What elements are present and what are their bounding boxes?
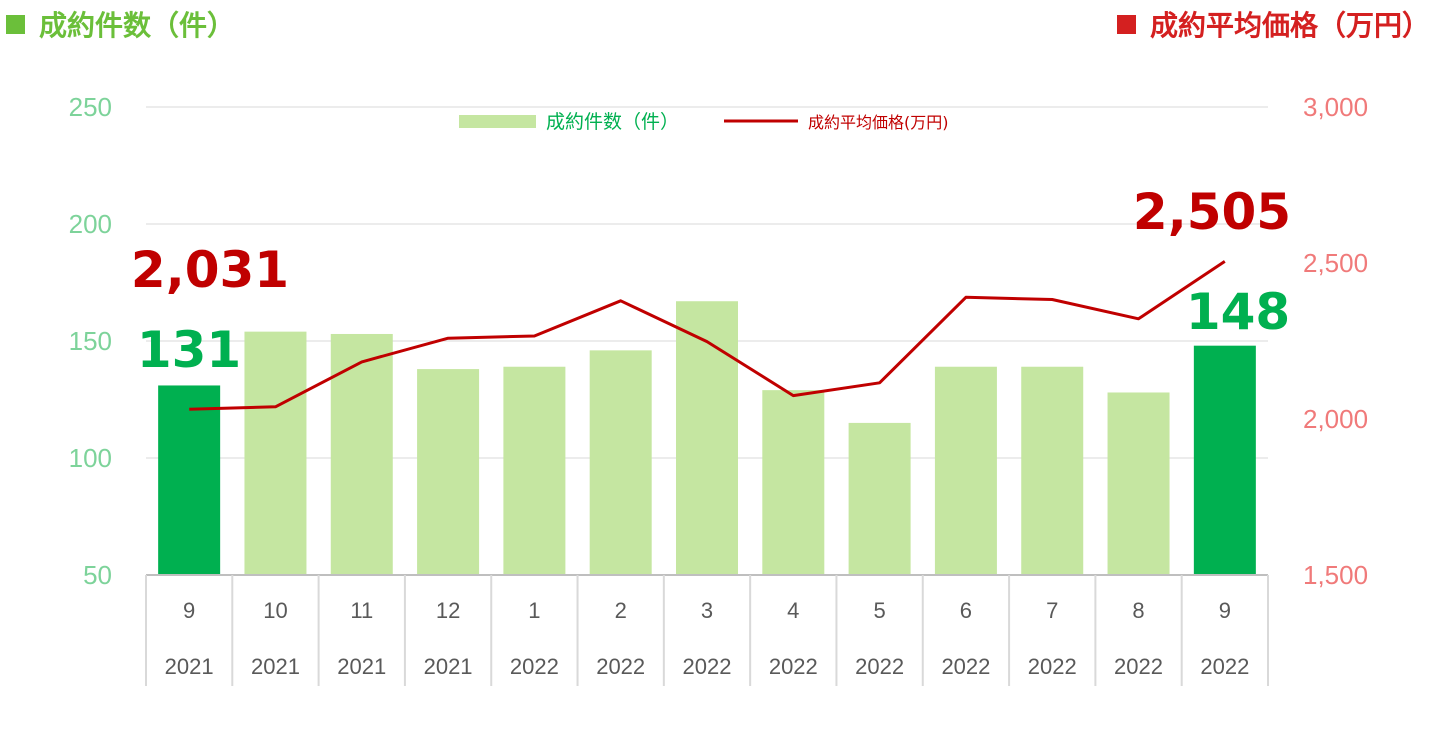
x-tick-year: 2021: [251, 654, 300, 679]
x-tick-month: 7: [1046, 598, 1058, 623]
x-tick-year: 2022: [855, 654, 904, 679]
bar: [934, 366, 997, 575]
x-tick-month: 9: [183, 598, 195, 623]
x-tick-month: 11: [350, 598, 373, 623]
x-tick-month: 10: [263, 598, 287, 623]
bar: [589, 350, 652, 575]
right-y-axis: 1,500 2,000 2,500 3,000: [1303, 92, 1368, 590]
callout-price-first: 2,031: [131, 241, 289, 299]
x-tick-month: 8: [1132, 598, 1144, 623]
x-tick-month: 2: [615, 598, 627, 623]
bar: [762, 390, 825, 575]
bar: [1021, 366, 1084, 575]
x-tick-year: 2021: [424, 654, 473, 679]
bar: [503, 366, 566, 575]
left-y-axis: 50 100 150 200 250: [69, 92, 112, 590]
bar: [676, 301, 738, 575]
left-tick-label: 100: [69, 443, 112, 473]
x-tick-year: 2022: [1028, 654, 1077, 679]
x-tick-year: 2022: [941, 654, 990, 679]
x-tick-year: 2021: [337, 654, 386, 679]
x-tick-year: 2022: [769, 654, 818, 679]
x-tick-month: 12: [436, 598, 460, 623]
x-tick-year: 2022: [596, 654, 645, 679]
bar: [330, 333, 393, 575]
legend: 成約件数（件） 成約平均価格(万円): [459, 111, 949, 133]
left-tick-label: 250: [69, 92, 112, 122]
x-tick-month: 5: [873, 598, 885, 623]
bar: [1107, 392, 1170, 575]
x-tick-year: 2022: [510, 654, 559, 679]
x-tick-year: 2022: [1114, 654, 1163, 679]
x-tick-month: 3: [701, 598, 713, 623]
bar-highlight: [158, 385, 221, 575]
line-series: [189, 260, 1226, 411]
right-axis-title-text: 成約平均価格（万円）: [1149, 9, 1430, 42]
left-tick-label: 150: [69, 326, 112, 356]
callout-count-first: 131: [137, 321, 241, 379]
legend-line-label: 成約平均価格(万円): [808, 113, 949, 132]
bar: [848, 422, 911, 575]
x-tick-year: 2021: [165, 654, 214, 679]
legend-bar-swatch: [459, 115, 536, 128]
x-tick-year: 2022: [683, 654, 732, 679]
right-tick-label: 2,000: [1303, 404, 1368, 434]
callout-count-last: 148: [1186, 283, 1290, 341]
x-axis: 9 2021 10 2021 11 2021 12 2021 1 2022 2 2022 3 2022 4 2…: [145, 574, 1269, 686]
right-tick-label: 3,000: [1303, 92, 1368, 122]
bar-highlight: [1193, 345, 1256, 575]
x-tick-month: 6: [960, 598, 972, 623]
price-line: [189, 260, 1226, 411]
x-tick-month: 1: [528, 598, 540, 623]
bar: [417, 369, 480, 575]
left-tick-label: 200: [69, 209, 112, 239]
x-tick-month: 4: [787, 598, 799, 623]
right-axis-title: 成約平均価格（万円）: [1116, 4, 1430, 44]
callouts: 2,031 131 2,505 148: [131, 183, 1291, 379]
green-square-icon: [6, 14, 25, 34]
x-tick-year: 2022: [1200, 654, 1249, 679]
x-tick-month: 9: [1219, 598, 1231, 623]
left-axis-title: 成約件数（件）: [6, 4, 235, 44]
callout-price-last: 2,505: [1133, 183, 1291, 241]
legend-bar-label: 成約件数（件）: [546, 111, 679, 133]
bar: [244, 331, 307, 575]
left-tick-label: 50: [83, 560, 112, 590]
red-square-icon: [1116, 14, 1136, 34]
bar-series: [158, 301, 1256, 575]
right-tick-label: 1,500: [1303, 560, 1368, 590]
right-tick-label: 2,500: [1303, 248, 1368, 278]
left-axis-title-text: 成約件数（件）: [39, 9, 236, 42]
